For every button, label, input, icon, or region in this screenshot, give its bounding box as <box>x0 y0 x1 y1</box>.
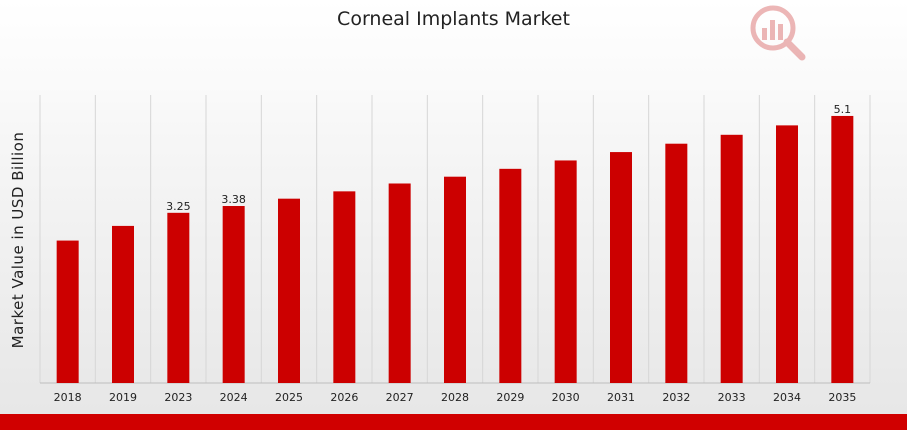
data-label: 3.25 <box>166 200 191 213</box>
bar-2026 <box>333 191 356 383</box>
x-tick-label: 2024 <box>220 391 248 404</box>
magnifier-chart-logo-icon <box>750 5 806 61</box>
x-tick-label: 2026 <box>330 391 358 404</box>
bottom-accent-bar <box>0 414 907 430</box>
bar-2028 <box>444 176 466 383</box>
x-tick-label: 2032 <box>662 391 690 404</box>
bar-2027 <box>388 183 411 383</box>
bar-2024 <box>222 206 245 383</box>
bar-2035 <box>831 115 854 383</box>
data-label: 3.38 <box>221 193 246 206</box>
x-tick-label: 2035 <box>828 391 856 404</box>
x-tick-label: 2033 <box>718 391 746 404</box>
bar-2018 <box>56 240 79 383</box>
bar-2025 <box>278 198 300 383</box>
bar-2032 <box>665 143 688 383</box>
bar-2031 <box>610 152 632 383</box>
x-tick-label: 2025 <box>275 391 303 404</box>
x-tick-label: 2030 <box>552 391 580 404</box>
bar-2023 <box>167 212 190 383</box>
x-tick-label: 2018 <box>54 391 82 404</box>
x-tick-label: 2019 <box>109 391 137 404</box>
x-tick-label: 2023 <box>164 391 192 404</box>
bar-2030 <box>554 160 577 383</box>
x-tick-label: 2031 <box>607 391 635 404</box>
bar-2029 <box>499 168 522 383</box>
x-tick-label: 2027 <box>386 391 414 404</box>
x-tick-label: 2028 <box>441 391 469 404</box>
x-tick-label: 2034 <box>773 391 801 404</box>
x-tick-label: 2029 <box>496 391 524 404</box>
bar-2033 <box>720 134 743 383</box>
bar-2019 <box>112 225 134 383</box>
chart-title: Corneal Implants Market <box>337 8 570 30</box>
data-label: 5.1 <box>834 103 852 116</box>
bar-2034 <box>776 125 798 383</box>
